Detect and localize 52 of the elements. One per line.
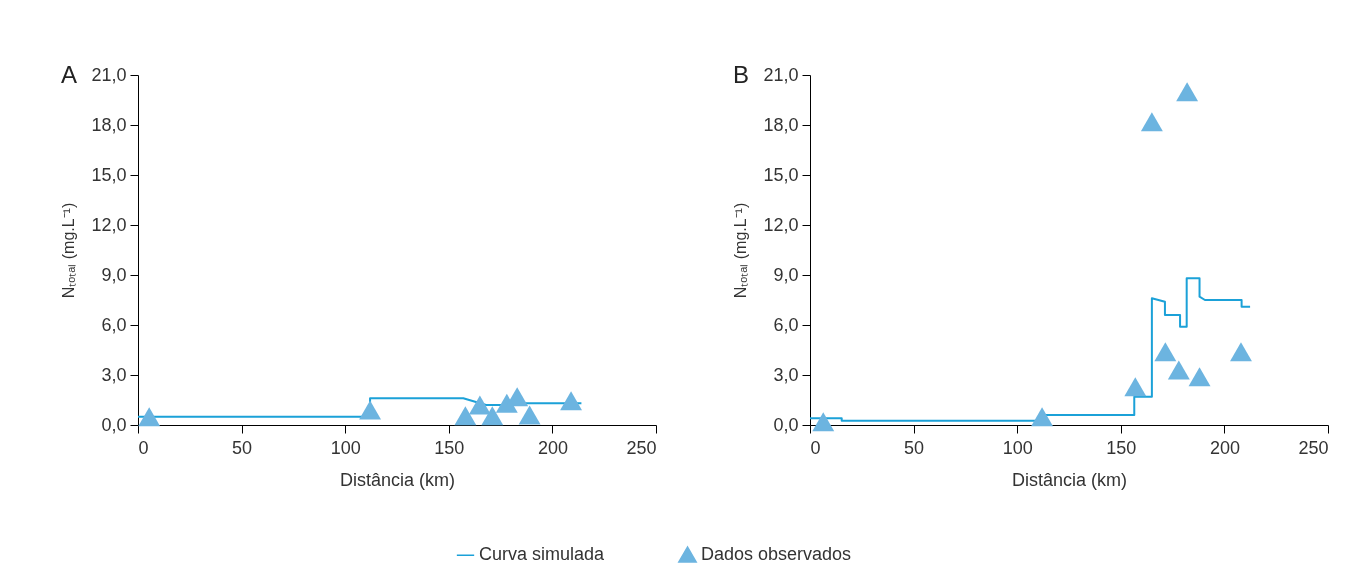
y-tick-label: 21,0	[763, 64, 799, 85]
point	[1230, 342, 1252, 362]
point	[1167, 360, 1190, 380]
legend-label: Curva simulada	[479, 544, 606, 565]
y-tick-label: 15,0	[91, 164, 127, 185]
y-tick-label: 9,0	[101, 264, 127, 285]
point	[1188, 367, 1211, 387]
x-tick-label: 200	[1209, 437, 1240, 458]
y-tick-label: 3,0	[101, 364, 127, 385]
point	[481, 406, 504, 426]
x-tick-label: 0	[138, 437, 149, 458]
point	[518, 405, 541, 425]
x-tick-label: 50	[232, 437, 253, 458]
x-tick-label: 100	[330, 437, 361, 458]
chart-title: A	[60, 61, 77, 88]
y-tick-label: 18,0	[763, 114, 799, 135]
point	[359, 400, 382, 420]
y-axis-title: Nₜₒₜₐₗ (mg.L⁻¹)	[732, 202, 750, 299]
y-tick-label: 6,0	[101, 314, 127, 335]
x-tick-label: 200	[537, 437, 568, 458]
chart-title: B	[732, 61, 749, 88]
x-tick-label: 250	[1298, 437, 1329, 458]
point	[812, 412, 835, 432]
y-tick-label: 12,0	[91, 214, 127, 235]
y-tick-label: 0,0	[773, 414, 799, 435]
y-tick-label: 15,0	[763, 164, 799, 185]
point	[468, 395, 491, 415]
point	[138, 407, 161, 427]
y-tick-label: 6,0	[773, 314, 799, 335]
x-axis-title: Distância (km)	[1011, 469, 1128, 490]
legend-label: Dados observados	[701, 543, 852, 564]
x-axis-title: Distância (km)	[339, 469, 456, 490]
y-tick-label: 21,0	[91, 64, 127, 85]
point	[1124, 377, 1147, 397]
y-tick-label: 18,0	[91, 114, 127, 135]
y-axis-title: Nₜₒₜₐₗ (mg.L⁻¹)	[60, 202, 78, 299]
point	[560, 391, 582, 411]
point	[1031, 407, 1054, 427]
x-tick-label: 0	[810, 437, 821, 458]
x-tick-label: 150	[434, 437, 465, 458]
y-tick-label: 9,0	[773, 264, 799, 285]
y-tick-label: 3,0	[773, 364, 799, 385]
point	[1176, 82, 1199, 102]
y-tick-label: 12,0	[763, 214, 799, 235]
point	[1154, 342, 1177, 362]
x-tick-label: 50	[904, 437, 925, 458]
x-tick-label: 150	[1106, 437, 1137, 458]
point	[454, 406, 477, 426]
x-tick-label: 250	[626, 437, 657, 458]
y-tick-label: 0,0	[101, 414, 127, 435]
x-tick-label: 100	[1002, 437, 1033, 458]
point	[1140, 112, 1163, 132]
